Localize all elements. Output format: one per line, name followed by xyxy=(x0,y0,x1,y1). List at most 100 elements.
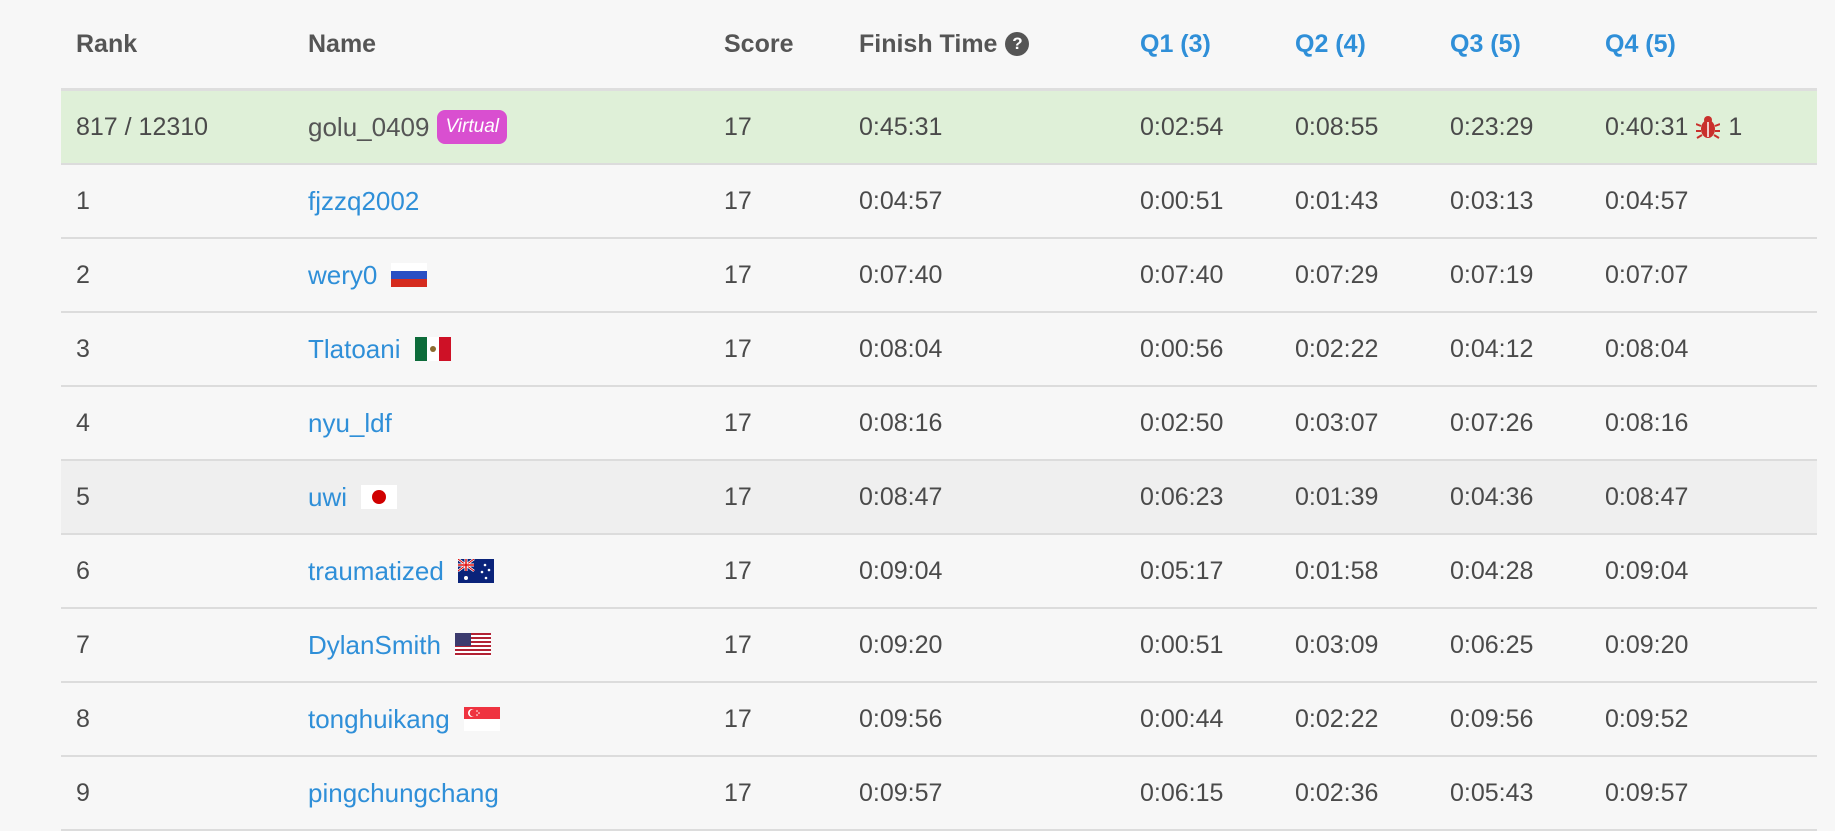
header-q4[interactable]: Q4 (5) xyxy=(1605,29,1676,58)
score-cell: 17 xyxy=(724,482,752,511)
my-score: 17 xyxy=(724,112,752,141)
q3-time-cell: 0:07:19 xyxy=(1450,260,1534,289)
rank-cell: 4 xyxy=(76,408,90,437)
username-link[interactable]: wery0 xyxy=(308,259,378,290)
my-username: golu_0409 xyxy=(308,111,430,142)
table-row: 2 wery0 17 0:07:40 0:07:40 0:07:29 0:07:19 0:07… xyxy=(61,239,1817,313)
rank-cell: 6 xyxy=(76,556,90,585)
score-cell: 17 xyxy=(724,704,752,733)
table-row: 4 nyu_ldf 17 0:08:16 0:02:50 0:03:07 0:07:26 0:… xyxy=(61,387,1817,461)
q2-time-cell: 0:03:07 xyxy=(1295,408,1379,437)
q1-time-cell: 0:07:40 xyxy=(1140,260,1224,289)
q2-time-cell: 0:01:58 xyxy=(1295,556,1379,585)
q1-time-cell: 0:06:15 xyxy=(1140,778,1224,807)
q1-time-cell: 0:00:56 xyxy=(1140,334,1224,363)
username-link[interactable]: Tlatoani xyxy=(308,333,401,364)
help-icon[interactable]: ? xyxy=(1005,32,1030,56)
header-q3[interactable]: Q3 (5) xyxy=(1450,29,1521,58)
australia-flag-icon xyxy=(457,559,494,583)
name-cell: wery0 xyxy=(308,239,428,311)
q3-time-cell: 0:03:13 xyxy=(1450,186,1534,215)
q2-time-cell: 0:02:22 xyxy=(1295,704,1379,733)
name-cell: traumatized xyxy=(308,535,494,607)
name-cell: DylanSmith xyxy=(308,609,491,681)
username-link[interactable]: uwi xyxy=(308,481,348,512)
score-cell: 17 xyxy=(724,260,752,289)
finish-time-cell: 0:09:57 xyxy=(859,778,943,807)
rank-cell: 2 xyxy=(76,260,90,289)
q1-time-cell: 0:00:51 xyxy=(1140,630,1224,659)
score-cell: 17 xyxy=(724,334,752,363)
q3-time-cell: 0:05:43 xyxy=(1450,778,1534,807)
score-cell: 17 xyxy=(724,408,752,437)
q3-time-cell: 0:04:36 xyxy=(1450,482,1534,511)
q4-time-cell: 0:08:04 xyxy=(1605,334,1689,363)
username-link[interactable]: tonghuikang xyxy=(308,703,450,734)
q2-time-cell: 0:03:09 xyxy=(1295,630,1379,659)
q4-time-cell: 0:04:57 xyxy=(1605,186,1689,215)
rank-cell: 9 xyxy=(76,778,90,807)
q3-time-cell: 0:04:28 xyxy=(1450,556,1534,585)
usa-flag-icon xyxy=(454,633,491,657)
finish-time-cell: 0:09:56 xyxy=(859,704,943,733)
header-q1[interactable]: Q1 (3) xyxy=(1140,29,1211,58)
my-q1-time: 0:02:54 xyxy=(1140,112,1224,141)
header-score: Score xyxy=(724,29,794,58)
finish-time-cell: 0:04:57 xyxy=(859,186,943,215)
q2-time-cell: 0:02:22 xyxy=(1295,334,1379,363)
q4-time-cell: 0:09:52 xyxy=(1605,704,1689,733)
q4-time-cell: 0:09:20 xyxy=(1605,630,1689,659)
q4-time-cell: 0:09:57 xyxy=(1605,778,1689,807)
table-row: 7 DylanSmith 17 0:09:20 0:00:51 0:03:09 0:06:2… xyxy=(61,609,1817,683)
q2-time-cell: 0:02:36 xyxy=(1295,778,1379,807)
ranking-table: Rank Name Score Finish Time ? Q1 (3) Q2 … xyxy=(61,0,1817,831)
table-row: 1 fjzzq2002 17 0:04:57 0:00:51 0:01:43 0:03:13… xyxy=(61,165,1817,239)
finish-time-cell: 0:09:04 xyxy=(859,556,943,585)
q4-time-cell: 0:08:16 xyxy=(1605,408,1689,437)
username-link[interactable]: DylanSmith xyxy=(308,629,441,660)
q1-time-cell: 0:02:50 xyxy=(1140,408,1224,437)
table-row: 6 traumatized 17 0:09:04 0:05:17 0:01:58 0:04:… xyxy=(61,535,1817,609)
username-link[interactable]: fjzzq2002 xyxy=(308,185,420,216)
finish-time-cell: 0:09:20 xyxy=(859,630,943,659)
header-finish-time-label: Finish Time xyxy=(859,29,998,58)
my-name-cell: golu_0409 Virtual xyxy=(308,91,507,163)
rank-cell: 8 xyxy=(76,704,90,733)
japan-flag-icon xyxy=(361,485,398,509)
name-cell: Tlatoani xyxy=(308,313,451,385)
score-cell: 17 xyxy=(724,186,752,215)
name-cell: pingchungchang xyxy=(308,757,499,829)
q2-time-cell: 0:07:29 xyxy=(1295,260,1379,289)
username-link[interactable]: pingchungchang xyxy=(308,777,499,808)
my-ranking-row: 817 / 12310 golu_0409 Virtual 17 0:45:31… xyxy=(61,91,1817,165)
my-q4-cell: 0:40:31 1 xyxy=(1605,91,1742,163)
rank-cell: 7 xyxy=(76,630,90,659)
name-cell: tonghuikang xyxy=(308,683,500,755)
finish-time-cell: 0:08:04 xyxy=(859,334,943,363)
score-cell: 17 xyxy=(724,556,752,585)
finish-time-cell: 0:08:47 xyxy=(859,482,943,511)
q4-time-cell: 0:08:47 xyxy=(1605,482,1689,511)
rank-cell: 5 xyxy=(76,482,90,511)
q3-time-cell: 0:07:26 xyxy=(1450,408,1534,437)
score-cell: 17 xyxy=(724,778,752,807)
q2-time-cell: 0:01:39 xyxy=(1295,482,1379,511)
q3-time-cell: 0:06:25 xyxy=(1450,630,1534,659)
rank-cell: 1 xyxy=(76,186,90,215)
table-row: 3 Tlatoani 17 0:08:04 0:00:56 0:02:22 0:04:12 0… xyxy=(61,313,1817,387)
username-link[interactable]: traumatized xyxy=(308,555,444,586)
q3-time-cell: 0:09:56 xyxy=(1450,704,1534,733)
virtual-badge: Virtual xyxy=(437,110,507,144)
score-cell: 17 xyxy=(724,630,752,659)
q1-time-cell: 0:05:17 xyxy=(1140,556,1224,585)
singapore-flag-icon xyxy=(463,707,500,731)
header-finish-time: Finish Time ? xyxy=(859,0,1030,88)
q1-time-cell: 0:00:51 xyxy=(1140,186,1224,215)
q1-time-cell: 0:06:23 xyxy=(1140,482,1224,511)
table-row: 5 uwi 17 0:08:47 0:06:23 0:01:39 0:04:36 0:08:4… xyxy=(61,461,1817,535)
q3-time-cell: 0:04:12 xyxy=(1450,334,1534,363)
header-q2[interactable]: Q2 (4) xyxy=(1295,29,1366,58)
q4-time-cell: 0:09:04 xyxy=(1605,556,1689,585)
username-link[interactable]: nyu_ldf xyxy=(308,407,392,438)
name-cell: nyu_ldf xyxy=(308,387,392,459)
